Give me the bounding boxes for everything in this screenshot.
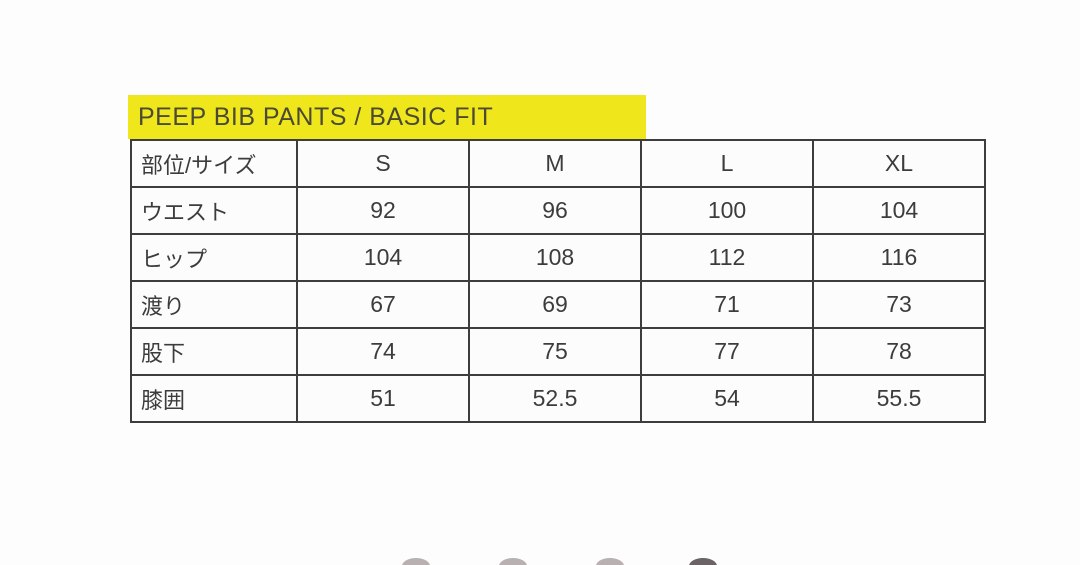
table-row-hip: ヒップ 104 108 112 116 <box>130 233 986 282</box>
header-cell-m: M <box>468 139 642 188</box>
cutoff-dot <box>402 558 430 565</box>
cell-hip-xl: 116 <box>812 233 986 282</box>
cutoff-dot <box>499 558 527 565</box>
cell-waist-l: 100 <box>640 186 814 235</box>
row-label-thigh: 渡り <box>130 280 298 329</box>
cell-thigh-l: 71 <box>640 280 814 329</box>
cell-waist-xl: 104 <box>812 186 986 235</box>
cell-hip-l: 112 <box>640 233 814 282</box>
cell-inseam-l: 77 <box>640 327 814 376</box>
table-row-waist: ウエスト 92 96 100 104 <box>130 186 986 235</box>
row-label-inseam: 股下 <box>130 327 298 376</box>
header-cell-s: S <box>296 139 470 188</box>
cutoff-dot <box>689 558 717 565</box>
row-label-waist: ウエスト <box>130 186 298 235</box>
table-row-thigh: 渡り 67 69 71 73 <box>130 280 986 329</box>
cell-thigh-m: 69 <box>468 280 642 329</box>
header-cell-l: L <box>640 139 814 188</box>
cell-thigh-s: 67 <box>296 280 470 329</box>
cell-inseam-xl: 78 <box>812 327 986 376</box>
cell-inseam-m: 75 <box>468 327 642 376</box>
cell-waist-m: 96 <box>468 186 642 235</box>
chart-title: PEEP BIB PANTS / BASIC FIT <box>138 102 494 131</box>
table-row-inseam: 股下 74 75 77 78 <box>130 327 986 376</box>
cell-hip-s: 104 <box>296 233 470 282</box>
chart-title-highlight: PEEP BIB PANTS / BASIC FIT <box>128 95 646 139</box>
header-cell-xl: XL <box>812 139 986 188</box>
cell-knee-m: 52.5 <box>468 374 642 423</box>
cell-knee-s: 51 <box>296 374 470 423</box>
cell-knee-xl: 55.5 <box>812 374 986 423</box>
cell-hip-m: 108 <box>468 233 642 282</box>
row-label-hip: ヒップ <box>130 233 298 282</box>
cell-knee-l: 54 <box>640 374 814 423</box>
cutoff-dot <box>596 558 624 565</box>
size-table: 部位/サイズ S M L XL ウエスト 92 96 100 104 ヒップ 1… <box>130 139 986 423</box>
cell-thigh-xl: 73 <box>812 280 986 329</box>
table-header-row: 部位/サイズ S M L XL <box>130 139 986 188</box>
cell-waist-s: 92 <box>296 186 470 235</box>
header-cell-part-size: 部位/サイズ <box>130 139 298 188</box>
row-label-knee: 膝囲 <box>130 374 298 423</box>
table-row-knee: 膝囲 51 52.5 54 55.5 <box>130 374 986 423</box>
cell-inseam-s: 74 <box>296 327 470 376</box>
